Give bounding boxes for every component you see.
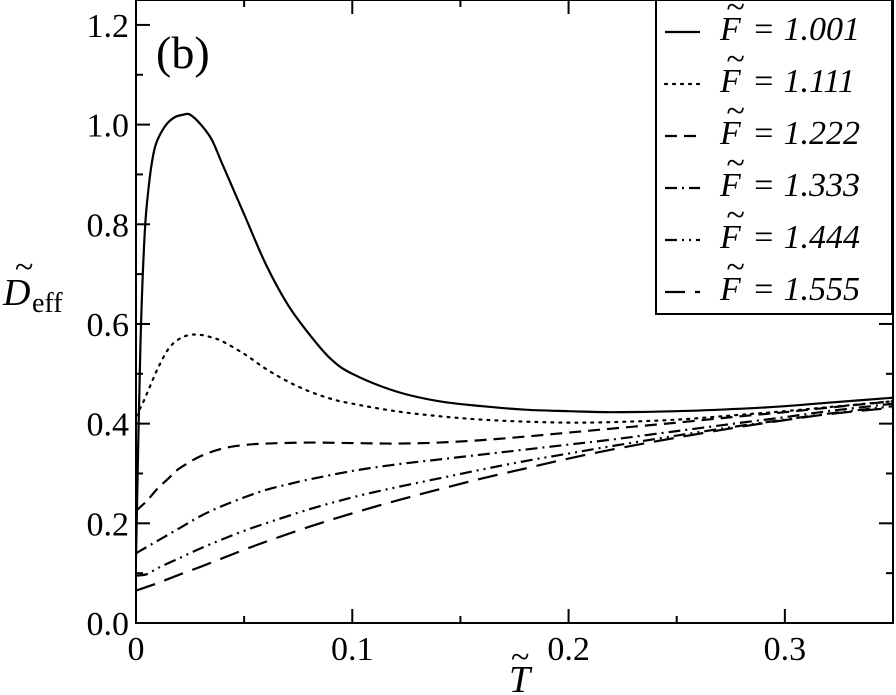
y-tick-label: 0.8 [87,207,130,244]
x-tick-label: 0.3 [764,631,807,668]
series-line-4 [136,402,893,555]
x-tick-label: 0 [128,631,145,668]
y-tick-label: 0.2 [87,506,130,543]
legend-label-1: = 1.001 [752,11,860,48]
legend-label-4: = 1.333 [752,167,860,204]
x-tick-label: 0.2 [547,631,590,668]
legend-symbol: F [719,219,742,256]
y-axis-accent: ~ [15,249,33,286]
y-axis-label: ~ D eff [2,249,63,319]
y-axis-symbol: D [2,272,30,314]
legend-accent: ~ [726,93,744,130]
series-layer [136,112,893,592]
x-tick-label: 0.1 [331,631,374,668]
legend-symbol: F [719,11,742,48]
legend-label-6: = 1.555 [752,271,860,308]
legend-label-3: = 1.222 [752,115,860,152]
ticks-layer: 0 0.1 0.2 0.3 0.0 0.2 0.4 0.6 0.8 1.0 1.2 [87,0,893,668]
legend-accent: ~ [726,249,744,286]
y-tick-label: 0.6 [87,307,130,344]
series-line-2 [136,333,893,424]
legend-label-2: = 1.111 [752,63,855,100]
legend-accent: ~ [726,197,744,234]
legend-symbol: F [719,115,742,152]
panel-label: (b) [156,27,210,78]
legend-accent: ~ [726,0,744,26]
legend-label-5: = 1.444 [752,219,860,256]
y-axis-subscript: eff [32,288,63,319]
x-axis-symbol: T [509,659,533,695]
y-tick-label: 1.0 [87,108,130,145]
series-line-6 [136,406,893,592]
x-axis-accent: ~ [511,639,529,676]
series-line-5 [136,405,893,577]
legend-accent: ~ [726,145,744,182]
x-axis-label: ~ T [509,639,533,695]
legend-symbol: F [719,167,742,204]
legend-accent: ~ [726,41,744,78]
y-tick-label: 0.4 [87,407,130,444]
legend: ~F = 1.001~F = 1.111~F = 1.222~F = 1.333~F = … [655,0,893,315]
series-line-3 [136,400,893,512]
legend-box [655,0,893,315]
y-tick-label: 1.2 [87,8,130,45]
legend-symbol: F [719,271,742,308]
legend-symbol: F [719,63,742,100]
series-line-1 [136,112,893,559]
y-tick-label: 0.0 [87,606,130,643]
